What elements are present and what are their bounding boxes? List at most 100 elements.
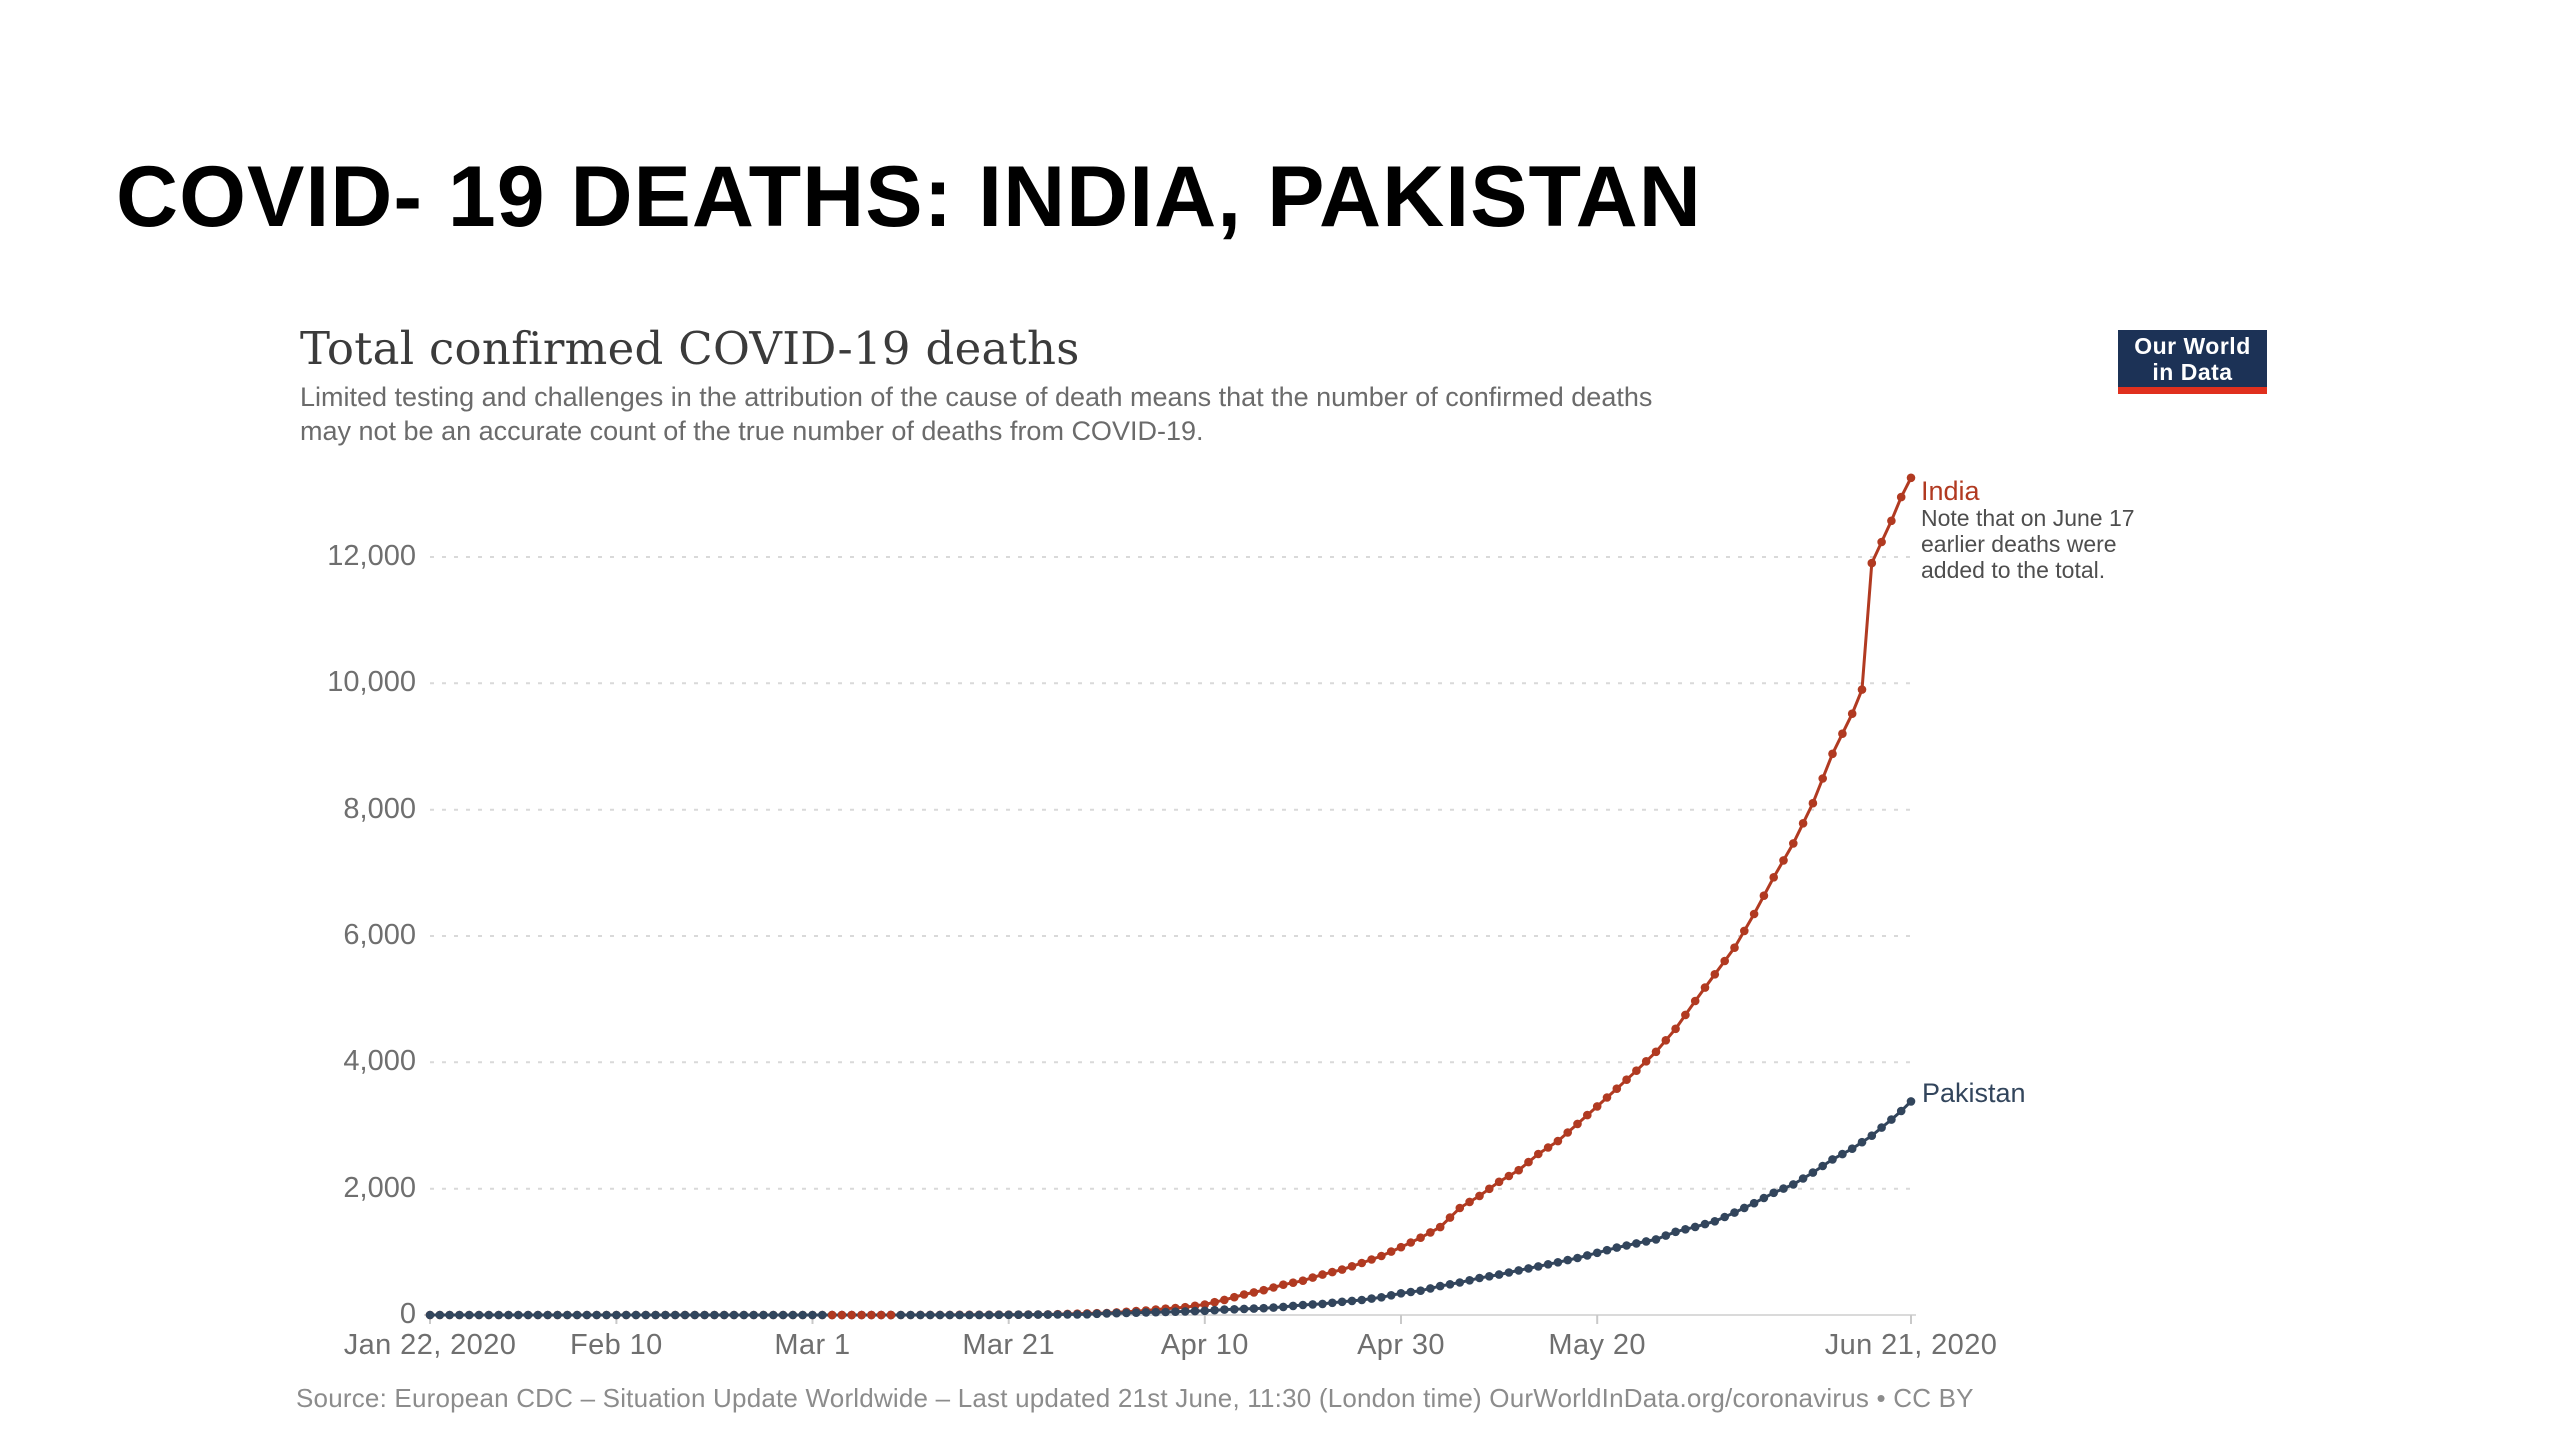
data-point-india [1220, 1295, 1229, 1305]
data-point-pakistan [1141, 1308, 1151, 1317]
chart-subtitle-line-1: Limited testing and challenges in the at… [300, 382, 1653, 412]
data-point-india [1887, 516, 1896, 526]
data-point-pakistan [1308, 1300, 1317, 1309]
data-point-india [1789, 839, 1798, 848]
data-point-india [1671, 1024, 1680, 1034]
data-point-india [1435, 1222, 1445, 1232]
data-point-pakistan [798, 1310, 807, 1320]
series-label-india: India [1921, 476, 1980, 506]
data-point-pakistan [425, 1310, 435, 1320]
data-point-india [1740, 926, 1749, 936]
series-label-pakistan: Pakistan [1922, 1078, 2026, 1108]
data-point-pakistan [1396, 1289, 1406, 1298]
data-point-india [1828, 749, 1837, 759]
data-point-pakistan [474, 1310, 484, 1320]
data-point-pakistan [1092, 1309, 1102, 1319]
data-point-india [1230, 1292, 1239, 1302]
data-point-pakistan [1641, 1237, 1651, 1246]
india-annotation-line-1: Note that on June 17 [1921, 505, 2135, 531]
data-point-india [876, 1310, 886, 1320]
data-point-pakistan [1249, 1304, 1259, 1313]
data-point-india [827, 1310, 837, 1320]
data-point-pakistan [1808, 1168, 1818, 1177]
data-point-pakistan [1818, 1161, 1827, 1171]
data-point-pakistan [1063, 1310, 1072, 1319]
data-point-india [1328, 1267, 1337, 1277]
data-point-india [1632, 1066, 1641, 1075]
data-point-pakistan [641, 1310, 651, 1320]
data-point-pakistan [1230, 1305, 1239, 1314]
data-point-pakistan [1112, 1308, 1121, 1318]
data-point-pakistan [739, 1310, 749, 1320]
data-point-india [1279, 1280, 1288, 1289]
data-point-india [1641, 1057, 1651, 1066]
data-point-india [1867, 558, 1877, 568]
data-point-pakistan [1435, 1281, 1445, 1291]
data-point-pakistan [1210, 1305, 1219, 1315]
data-point-pakistan [1622, 1241, 1631, 1250]
data-point-pakistan [533, 1310, 543, 1320]
y-tick-label: 2,000 [343, 1171, 416, 1204]
data-point-pakistan [523, 1310, 533, 1320]
data-point-pakistan [1769, 1188, 1778, 1198]
data-point-pakistan [1318, 1299, 1327, 1309]
data-point-pakistan [1053, 1310, 1062, 1319]
data-point-india [1730, 943, 1739, 952]
chart-subtitle: Limited testing and challenges in the at… [300, 380, 1652, 448]
data-point-pakistan [945, 1310, 955, 1320]
data-point-pakistan [1857, 1137, 1867, 1147]
data-point-pakistan [1357, 1295, 1367, 1305]
data-point-india [1553, 1136, 1563, 1146]
x-tick-label: Apr 30 [1357, 1329, 1445, 1361]
data-point-pakistan [1122, 1308, 1131, 1318]
y-tick-label: 6,000 [343, 918, 416, 951]
data-point-pakistan [1867, 1131, 1877, 1140]
data-point-pakistan [700, 1310, 709, 1320]
x-tick-label: Feb 10 [570, 1329, 663, 1361]
data-point-india [1455, 1203, 1465, 1213]
x-tick-label: Apr 10 [1160, 1329, 1249, 1361]
data-point-pakistan [778, 1310, 788, 1320]
data-point-pakistan [1347, 1296, 1357, 1306]
data-point-india [1465, 1197, 1474, 1207]
data-point-india [1534, 1149, 1543, 1159]
data-point-india [1485, 1184, 1494, 1194]
data-point-pakistan [1102, 1309, 1112, 1318]
data-point-pakistan [1406, 1287, 1416, 1297]
data-point-pakistan [1367, 1294, 1376, 1303]
data-point-india [1651, 1047, 1661, 1057]
data-point-pakistan [1279, 1302, 1288, 1312]
data-point-india [1700, 983, 1710, 992]
data-point-pakistan [994, 1310, 1004, 1320]
india-annotation-line-2: earlier deaths were [1921, 531, 2117, 557]
data-point-pakistan [1690, 1222, 1700, 1232]
data-point-pakistan [680, 1310, 690, 1320]
data-point-pakistan [1710, 1217, 1720, 1226]
data-point-india [1239, 1290, 1249, 1299]
data-point-india [1563, 1128, 1572, 1137]
data-point-pakistan [1514, 1266, 1523, 1275]
data-point-pakistan [1730, 1208, 1739, 1217]
data-point-pakistan [1534, 1262, 1543, 1271]
data-point-pakistan [670, 1310, 680, 1320]
data-point-pakistan [935, 1310, 945, 1320]
data-point-india [1416, 1233, 1425, 1242]
data-point-india [837, 1310, 847, 1320]
data-point-pakistan [769, 1310, 778, 1320]
data-point-pakistan [1386, 1291, 1396, 1300]
data-point-pakistan [1465, 1276, 1474, 1285]
logo-text-line-1: Our World [2134, 332, 2251, 359]
gridlines-layer [430, 556, 1916, 1190]
data-point-pakistan [1553, 1258, 1563, 1267]
data-point-india [1475, 1191, 1484, 1201]
x-tick-label: Jan 22, 2020 [343, 1329, 517, 1361]
data-point-pakistan [1906, 1097, 1916, 1106]
data-point-pakistan [1426, 1284, 1435, 1293]
data-point-india [1514, 1165, 1523, 1175]
data-point-india [1377, 1251, 1386, 1261]
data-point-pakistan [1887, 1115, 1896, 1124]
data-point-pakistan [1024, 1310, 1033, 1319]
data-point-india [1592, 1102, 1602, 1111]
data-point-pakistan [572, 1310, 582, 1320]
data-point-pakistan [1180, 1307, 1190, 1316]
